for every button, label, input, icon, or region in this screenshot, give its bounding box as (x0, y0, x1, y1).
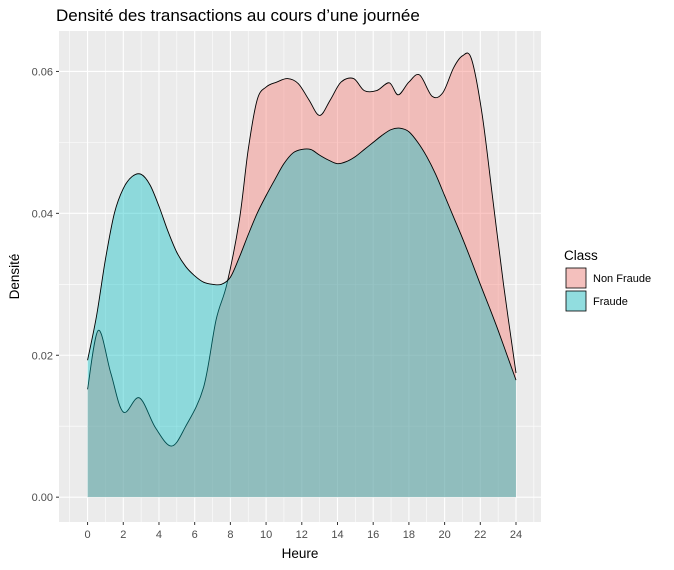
x-tick-label: 2 (120, 529, 126, 541)
legend-title: Class (564, 248, 598, 263)
plot-panel (59, 31, 541, 522)
y-axis-title: Densité (7, 254, 22, 300)
legend-key-background (566, 268, 586, 288)
legend-key-background (566, 291, 586, 311)
x-tick-label: 8 (227, 529, 233, 541)
x-tick-label: 4 (156, 529, 162, 541)
y-tick-label: 0.04 (32, 208, 53, 220)
x-tick-label: 0 (85, 529, 91, 541)
density-line-fraude (87, 127, 517, 381)
x-tick-label: 12 (296, 529, 308, 541)
x-axis-title: Heure (282, 546, 319, 561)
x-tick-label: 16 (367, 529, 379, 541)
x-tick-label: 6 (192, 529, 198, 541)
y-tick-label: 0.00 (32, 492, 53, 504)
y-tick-label: 0.06 (32, 66, 53, 78)
legend-label: Fraude (593, 296, 628, 308)
x-tick-label: 22 (474, 529, 486, 541)
x-tick-label: 20 (438, 529, 450, 541)
y-tick-label: 0.02 (32, 350, 53, 362)
density-area-fraude (87, 128, 517, 498)
x-tick-label: 18 (403, 529, 415, 541)
density-area-non-fraude (87, 52, 517, 498)
x-tick-label: 14 (331, 529, 343, 541)
chart-title: Densité des transactions au cours d’une … (56, 6, 420, 25)
x-tick-label: 24 (510, 529, 522, 541)
legend-key-swatch (565, 267, 587, 289)
density-line-non-fraude (87, 52, 517, 447)
x-tick-label: 10 (260, 529, 272, 541)
legend-label: Non Fraude (593, 273, 651, 285)
legend-key-swatch (565, 290, 587, 312)
